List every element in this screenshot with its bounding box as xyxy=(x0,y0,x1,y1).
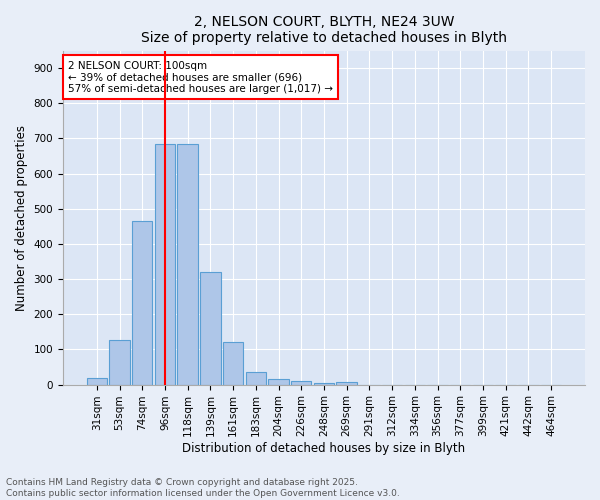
Bar xyxy=(291,381,311,384)
Text: Contains HM Land Registry data © Crown copyright and database right 2025.
Contai: Contains HM Land Registry data © Crown c… xyxy=(6,478,400,498)
Bar xyxy=(200,272,221,384)
Bar xyxy=(132,221,152,384)
Y-axis label: Number of detached properties: Number of detached properties xyxy=(15,124,28,310)
Bar xyxy=(245,372,266,384)
Bar xyxy=(337,382,357,384)
Bar xyxy=(268,380,289,384)
Bar xyxy=(178,144,198,384)
Bar xyxy=(155,144,175,384)
Text: 2 NELSON COURT: 100sqm
← 39% of detached houses are smaller (696)
57% of semi-de: 2 NELSON COURT: 100sqm ← 39% of detached… xyxy=(68,60,333,94)
Bar xyxy=(109,340,130,384)
Bar xyxy=(223,342,244,384)
Bar xyxy=(86,378,107,384)
Title: 2, NELSON COURT, BLYTH, NE24 3UW
Size of property relative to detached houses in: 2, NELSON COURT, BLYTH, NE24 3UW Size of… xyxy=(141,15,507,45)
Bar xyxy=(314,383,334,384)
X-axis label: Distribution of detached houses by size in Blyth: Distribution of detached houses by size … xyxy=(182,442,466,455)
